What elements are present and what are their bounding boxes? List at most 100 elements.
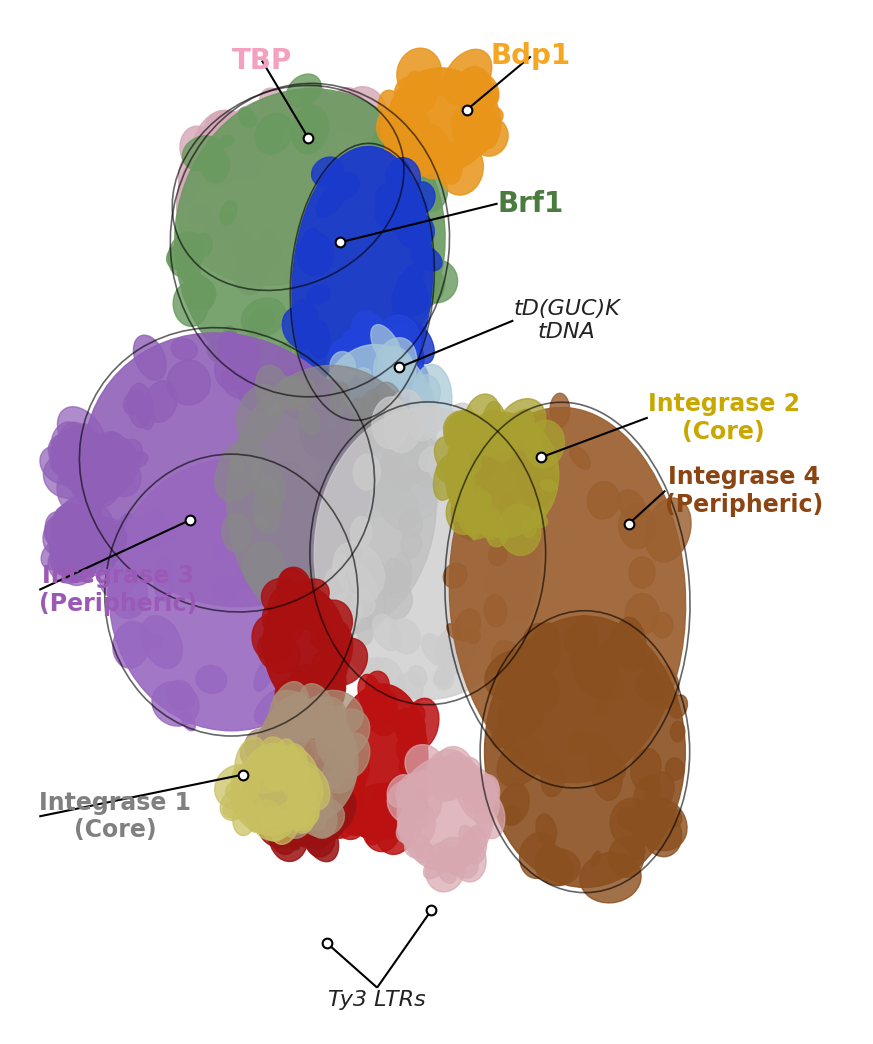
Ellipse shape — [186, 204, 211, 223]
Ellipse shape — [409, 705, 425, 723]
Ellipse shape — [79, 528, 118, 576]
Ellipse shape — [258, 632, 300, 673]
Ellipse shape — [320, 230, 340, 251]
Ellipse shape — [310, 690, 363, 735]
Ellipse shape — [652, 613, 673, 638]
Ellipse shape — [100, 455, 127, 491]
Ellipse shape — [474, 80, 498, 108]
Ellipse shape — [289, 665, 324, 708]
Ellipse shape — [394, 137, 424, 170]
Ellipse shape — [463, 71, 499, 109]
Ellipse shape — [250, 751, 282, 782]
Ellipse shape — [505, 547, 540, 591]
Ellipse shape — [264, 714, 299, 749]
Ellipse shape — [403, 804, 427, 839]
Ellipse shape — [629, 841, 645, 860]
Ellipse shape — [388, 68, 493, 172]
Ellipse shape — [306, 240, 330, 269]
Ellipse shape — [451, 848, 478, 878]
Ellipse shape — [273, 750, 312, 814]
Ellipse shape — [434, 454, 460, 500]
Ellipse shape — [232, 481, 245, 505]
Ellipse shape — [375, 123, 411, 161]
Ellipse shape — [393, 161, 410, 180]
Ellipse shape — [448, 412, 480, 450]
Ellipse shape — [248, 778, 306, 827]
Ellipse shape — [435, 79, 451, 95]
Ellipse shape — [429, 442, 468, 482]
Ellipse shape — [98, 455, 135, 490]
Ellipse shape — [415, 404, 436, 420]
Ellipse shape — [71, 474, 93, 500]
Ellipse shape — [527, 474, 543, 499]
Ellipse shape — [395, 342, 420, 364]
Ellipse shape — [464, 133, 479, 156]
Ellipse shape — [254, 516, 269, 528]
Ellipse shape — [89, 477, 106, 496]
Ellipse shape — [411, 124, 450, 179]
Ellipse shape — [384, 390, 424, 453]
Ellipse shape — [364, 341, 399, 377]
Ellipse shape — [311, 564, 357, 615]
Ellipse shape — [270, 702, 303, 736]
Ellipse shape — [285, 265, 301, 282]
Ellipse shape — [374, 337, 416, 394]
Ellipse shape — [322, 773, 350, 805]
Ellipse shape — [50, 526, 77, 563]
Ellipse shape — [381, 325, 409, 355]
Ellipse shape — [307, 285, 331, 304]
Ellipse shape — [384, 564, 410, 598]
Ellipse shape — [54, 431, 80, 464]
Ellipse shape — [333, 334, 364, 372]
Ellipse shape — [332, 536, 362, 574]
Ellipse shape — [214, 121, 264, 181]
Ellipse shape — [481, 413, 516, 461]
Ellipse shape — [331, 172, 360, 199]
Ellipse shape — [417, 844, 433, 863]
Ellipse shape — [309, 830, 319, 849]
Ellipse shape — [276, 784, 313, 834]
Ellipse shape — [51, 433, 93, 476]
Ellipse shape — [591, 749, 622, 801]
Ellipse shape — [326, 765, 347, 789]
Ellipse shape — [391, 103, 412, 121]
Ellipse shape — [325, 372, 346, 395]
Ellipse shape — [291, 592, 325, 631]
Ellipse shape — [445, 412, 559, 538]
Ellipse shape — [311, 824, 332, 849]
Ellipse shape — [386, 394, 416, 423]
Ellipse shape — [475, 410, 509, 445]
Ellipse shape — [108, 446, 135, 477]
Ellipse shape — [285, 515, 320, 555]
Ellipse shape — [414, 834, 431, 858]
Ellipse shape — [314, 600, 353, 644]
Ellipse shape — [361, 146, 418, 198]
Ellipse shape — [234, 258, 265, 294]
Ellipse shape — [327, 430, 351, 459]
Ellipse shape — [396, 108, 423, 129]
Ellipse shape — [289, 532, 302, 554]
Ellipse shape — [485, 578, 500, 597]
Ellipse shape — [84, 333, 370, 607]
Ellipse shape — [100, 437, 129, 471]
Ellipse shape — [223, 801, 249, 818]
Ellipse shape — [280, 763, 322, 788]
Ellipse shape — [182, 136, 223, 170]
Ellipse shape — [255, 114, 292, 155]
Ellipse shape — [287, 759, 310, 793]
Ellipse shape — [433, 670, 452, 687]
Ellipse shape — [492, 467, 521, 505]
Ellipse shape — [414, 778, 428, 797]
Ellipse shape — [580, 853, 641, 903]
Ellipse shape — [276, 804, 305, 841]
Ellipse shape — [167, 681, 194, 710]
Ellipse shape — [366, 671, 389, 699]
Ellipse shape — [340, 482, 381, 525]
Ellipse shape — [373, 614, 402, 650]
Ellipse shape — [290, 671, 312, 699]
Ellipse shape — [58, 407, 107, 464]
Ellipse shape — [482, 106, 503, 125]
Ellipse shape — [272, 702, 292, 738]
Ellipse shape — [413, 145, 442, 175]
Ellipse shape — [341, 329, 366, 356]
